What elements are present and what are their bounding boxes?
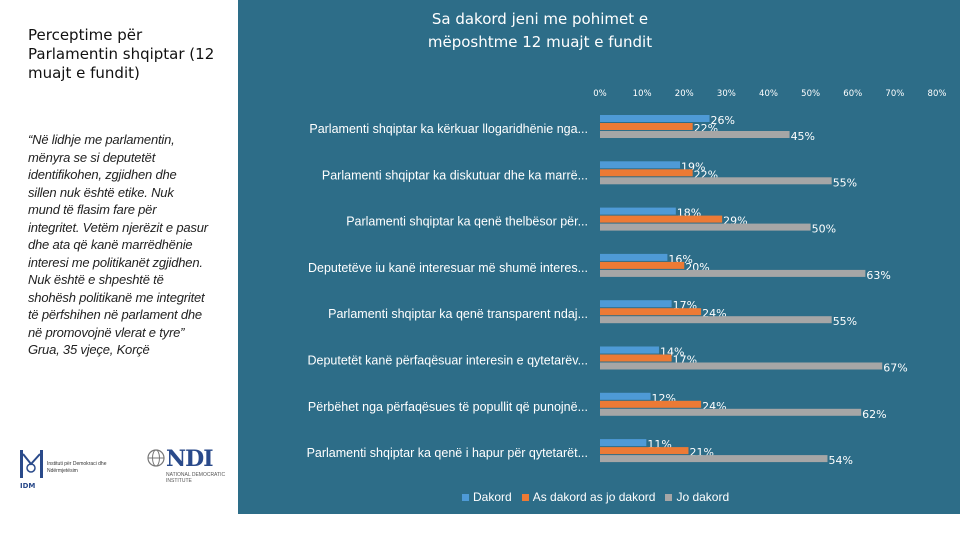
category-label: Përbëhet nga përfaqësues të popullit që … xyxy=(308,400,588,414)
chart-legend: Dakord As dakord as jo dakord Jo dakord xyxy=(462,490,739,504)
bar-dakord xyxy=(600,346,659,354)
globe-icon xyxy=(147,449,165,467)
legend-swatch-jo-dakord xyxy=(665,493,673,501)
bar-jo-dakord xyxy=(600,177,832,185)
legend-swatch-dakord xyxy=(462,493,469,501)
x-tick-label: 80% xyxy=(928,89,947,99)
data-label-jo-dakord: 54% xyxy=(828,454,852,467)
bar-as-dakord xyxy=(600,447,689,455)
bar-dakord xyxy=(600,392,651,400)
category-label: Parlamenti shqiptar ka qenë i hapur për … xyxy=(307,446,588,460)
bar-as-dakord xyxy=(600,123,693,130)
idm-logo-icon: IDM xyxy=(20,450,43,490)
bar-dakord xyxy=(600,115,710,122)
legend-item-jo-dakord: Jo dakord xyxy=(665,490,729,504)
ndi-logo-label: NDI xyxy=(166,446,213,472)
data-label-jo-dakord: 62% xyxy=(862,408,886,421)
category-label: Parlamenti shqiptar ka qenë thelbësor pë… xyxy=(346,215,588,229)
bar-jo-dakord xyxy=(600,269,866,277)
x-tick-label: 0% xyxy=(593,89,607,99)
bar-jo-dakord xyxy=(600,362,883,370)
left-sidebar: Perceptime për Parlamentin shqiptar (12 … xyxy=(0,0,238,540)
idm-logo-text: Instituti për Demokraci dhe Ndërmjetësim xyxy=(47,461,107,474)
bar-as-dakord xyxy=(600,308,702,316)
bar-dakord xyxy=(600,161,681,169)
bar-dakord xyxy=(600,439,647,447)
category-label: Parlamenti shqiptar ka kërkuar llogaridh… xyxy=(309,122,588,136)
ndi-logo-text: NATIONAL DEMOCRATIC INSTITUTE xyxy=(166,472,226,484)
category-label: Parlamenti shqiptar ka qenë transparent … xyxy=(328,307,588,321)
x-tick-label: 70% xyxy=(885,89,904,99)
x-tick-label: 20% xyxy=(675,89,694,99)
bar-as-dakord xyxy=(600,215,723,223)
data-label-jo-dakord: 50% xyxy=(812,223,836,236)
bar-jo-dakord xyxy=(600,455,828,463)
x-tick-label: 40% xyxy=(759,89,778,99)
data-label-jo-dakord: 67% xyxy=(883,362,907,375)
data-label-jo-dakord: 55% xyxy=(833,176,857,189)
bar-jo-dakord xyxy=(600,223,811,231)
chart-panel xyxy=(238,0,960,514)
data-label-jo-dakord: 45% xyxy=(791,130,815,143)
legend-item-as-dakord: As dakord as jo dakord xyxy=(521,490,656,504)
bar-jo-dakord xyxy=(600,131,790,138)
legend-label-as-dakord: As dakord as jo dakord xyxy=(532,490,656,504)
x-tick-label: 60% xyxy=(843,89,862,99)
legend-label-dakord: Dakord xyxy=(473,490,512,504)
sidebar-title: Perceptime për Parlamentin shqiptar (12 … xyxy=(28,26,215,82)
legend-swatch-as-dakord xyxy=(521,493,529,501)
x-tick-label: 50% xyxy=(801,89,820,99)
legend-label-jo-dakord: Jo dakord xyxy=(676,490,730,504)
category-label: Deputetët kanë përfaqësuar interesin e q… xyxy=(308,354,589,368)
x-tick-label: 30% xyxy=(717,89,736,99)
legend-item-dakord: Dakord xyxy=(462,490,512,504)
bar-as-dakord xyxy=(600,354,672,362)
bar-dakord xyxy=(600,300,672,308)
data-label-jo-dakord: 63% xyxy=(866,269,890,282)
bar-as-dakord xyxy=(600,169,693,177)
idm-logo-label: IDM xyxy=(20,482,35,490)
category-label: Parlamenti shqiptar ka diskutuar dhe ka … xyxy=(322,168,588,182)
bar-as-dakord xyxy=(600,261,685,269)
bar-jo-dakord xyxy=(600,316,832,324)
bar-as-dakord xyxy=(600,400,702,408)
bar-dakord xyxy=(600,253,668,261)
data-label-dakord: 26% xyxy=(711,114,735,127)
participant-quote: “Në lidhje me parlamentin, mënyra se si … xyxy=(28,132,208,357)
category-label: Deputetëve iu kanë interesuar më shumë i… xyxy=(308,261,588,275)
bar-dakord xyxy=(600,207,676,215)
data-label-jo-dakord: 55% xyxy=(833,315,857,328)
ndi-logo: NDI NATIONAL DEMOCRATIC INSTITUTE xyxy=(146,444,226,492)
bar-jo-dakord xyxy=(600,408,862,416)
x-tick-label: 10% xyxy=(633,89,652,99)
chart-title: Sa dakord jeni me pohimet e mëposhtme 12… xyxy=(427,10,653,51)
